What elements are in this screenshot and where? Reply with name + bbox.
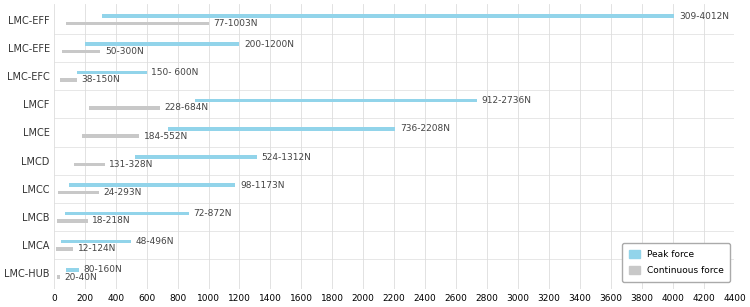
Bar: [74, 162, 104, 166]
Bar: [89, 106, 160, 110]
Text: 77-1003N: 77-1003N: [214, 19, 258, 28]
Bar: [195, 99, 477, 103]
Text: 228-684N: 228-684N: [164, 103, 209, 112]
Text: 309-4012N: 309-4012N: [679, 11, 729, 21]
Text: 20-40N: 20-40N: [64, 273, 98, 282]
Bar: [69, 183, 236, 187]
Text: 24-293N: 24-293N: [104, 188, 142, 197]
Bar: [85, 42, 239, 46]
Bar: [135, 155, 256, 159]
Text: 98-1173N: 98-1173N: [240, 181, 284, 190]
Legend: Peak force, Continuous force: Peak force, Continuous force: [622, 243, 730, 282]
Text: 912-2736N: 912-2736N: [482, 96, 532, 105]
Bar: [56, 219, 88, 223]
Text: 524-1312N: 524-1312N: [262, 153, 311, 161]
Text: 736-2208N: 736-2208N: [400, 124, 450, 133]
Bar: [62, 50, 100, 53]
Bar: [66, 21, 209, 25]
Text: 80-160N: 80-160N: [83, 265, 122, 274]
Bar: [65, 212, 189, 215]
Bar: [60, 78, 77, 82]
Bar: [168, 127, 395, 131]
Text: 131-328N: 131-328N: [110, 160, 154, 169]
Bar: [58, 191, 99, 194]
Text: 72-872N: 72-872N: [194, 209, 232, 218]
Bar: [56, 247, 73, 251]
Bar: [57, 275, 60, 279]
Bar: [102, 14, 674, 18]
Text: 48-496N: 48-496N: [135, 237, 174, 246]
Bar: [62, 240, 130, 243]
Text: 38-150N: 38-150N: [82, 75, 121, 84]
Text: 50-300N: 50-300N: [105, 47, 144, 56]
Text: 184-552N: 184-552N: [144, 132, 188, 141]
Text: 12-124N: 12-124N: [78, 244, 116, 254]
Bar: [77, 71, 147, 74]
Text: 200-1200N: 200-1200N: [244, 40, 294, 49]
Text: 150- 600N: 150- 600N: [152, 68, 199, 77]
Bar: [82, 134, 140, 138]
Bar: [66, 268, 79, 272]
Text: 18-218N: 18-218N: [92, 216, 130, 225]
